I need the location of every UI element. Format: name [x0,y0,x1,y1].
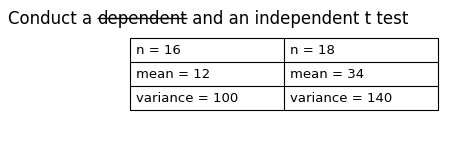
Text: n = 18: n = 18 [290,43,335,57]
Text: and an independent t test: and an independent t test [187,10,408,28]
Text: variance = 100: variance = 100 [136,91,238,105]
Text: mean = 34: mean = 34 [290,67,364,81]
Text: dependent: dependent [97,10,187,28]
Text: mean = 12: mean = 12 [136,67,210,81]
Text: Conduct a: Conduct a [8,10,97,28]
Bar [130,38,438,110]
Text: n = 16: n = 16 [136,43,181,57]
Text: variance = 140: variance = 140 [290,91,392,105]
